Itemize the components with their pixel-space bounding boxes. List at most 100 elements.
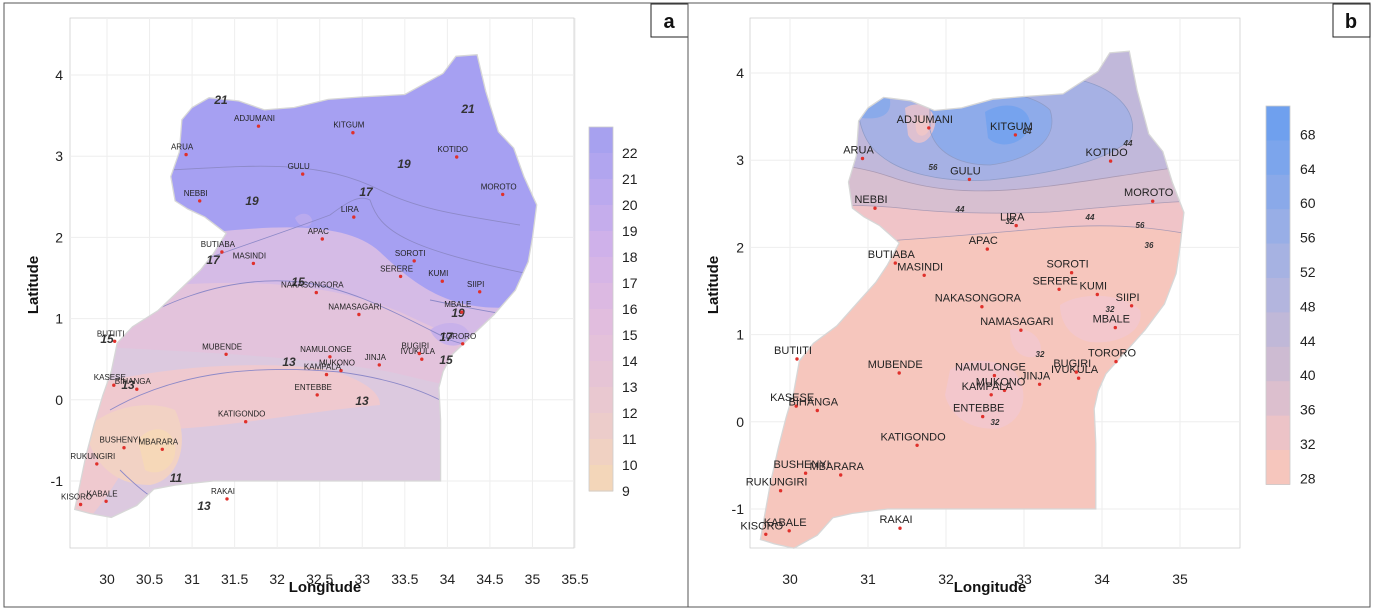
colorbar-label: 9 xyxy=(622,483,630,499)
city-label: KISORO xyxy=(740,520,783,532)
city-marker xyxy=(95,462,99,466)
panel-b-uganda-border xyxy=(759,50,1185,549)
city-label: NAKASONGORA xyxy=(935,293,1022,305)
city-marker xyxy=(113,339,117,343)
city-marker xyxy=(339,368,343,373)
colorbar-swatch xyxy=(589,257,613,284)
city-marker xyxy=(1108,159,1113,163)
colorbar-label: 56 xyxy=(1300,230,1316,246)
colorbar-swatch xyxy=(589,283,613,310)
city-marker xyxy=(314,290,318,295)
contour-label: 15 xyxy=(100,332,114,346)
city-label: JINJA xyxy=(1021,370,1051,382)
city-marker xyxy=(1069,271,1074,275)
panel-a-cities: ARUA ADJUMANI KITGUM KOTIDO GULU NEBBI APAC LIR… xyxy=(61,114,517,507)
contour-label: 32 xyxy=(1106,305,1115,314)
city-label: KABALE xyxy=(764,517,807,529)
contour-label: 13 xyxy=(282,355,296,369)
contour-label: 15 xyxy=(439,353,453,367)
colorbar-swatch xyxy=(589,153,613,180)
city-label: MOROTO xyxy=(1124,187,1174,199)
colorbar-swatch xyxy=(589,335,613,362)
panel-b-contour-labels: 64 44 56 44 44 56 32 36 32 32 32 xyxy=(929,127,1154,427)
city-marker xyxy=(320,237,324,241)
city-marker xyxy=(1002,388,1007,393)
city-label: KOTIDO xyxy=(437,145,468,154)
city-marker xyxy=(778,489,783,493)
panel-a-x-axis-label: Longitude xyxy=(289,579,361,596)
city-marker xyxy=(893,261,897,265)
city-marker xyxy=(1151,199,1155,203)
city-marker xyxy=(315,393,319,397)
city-marker xyxy=(112,383,116,387)
city-label: KATIGONDO xyxy=(218,410,265,419)
panel-a-colorbar: 22 21 20 19 18 17 16 15 14 13 12 11 10 9 xyxy=(588,126,638,499)
contour-label: 32 xyxy=(1036,350,1045,359)
city-marker xyxy=(256,124,261,128)
city-label: KAMPALA xyxy=(304,363,342,372)
city-label: NAMULONGE xyxy=(955,362,1026,374)
colorbar-swatch xyxy=(1266,209,1290,245)
city-marker xyxy=(244,420,248,424)
contour-label: 32 xyxy=(1006,217,1015,226)
y-tick-label: 3 xyxy=(55,148,63,164)
city-marker xyxy=(967,177,972,182)
city-label: SERERE xyxy=(1032,275,1077,287)
colorbar-swatch xyxy=(589,439,613,466)
city-marker xyxy=(1129,304,1134,308)
x-tick-label: 35.5 xyxy=(561,571,588,587)
colorbar-border xyxy=(1265,105,1291,485)
city-marker xyxy=(1013,133,1018,137)
city-marker xyxy=(1114,359,1118,364)
city-marker xyxy=(992,373,997,378)
city-marker xyxy=(455,155,459,159)
city-label: MBALE xyxy=(1093,314,1130,326)
colorbar-swatch xyxy=(1266,243,1290,279)
city-marker xyxy=(981,414,985,419)
panel-b-colorbar: 68 64 60 56 52 48 44 40 36 32 28 xyxy=(1265,105,1316,486)
city-label: KUMI xyxy=(1080,281,1108,293)
city-label: NAKASONGORA xyxy=(281,281,344,290)
city-label: MBARARA xyxy=(139,437,179,446)
city-label: BUTIABA xyxy=(868,249,916,261)
city-marker xyxy=(78,502,83,507)
city-label: KATIGONDO xyxy=(880,431,946,443)
city-marker xyxy=(1074,370,1079,374)
city-marker xyxy=(501,192,505,197)
contour-label: 36 xyxy=(1145,241,1154,250)
city-label: NAMASAGARI xyxy=(328,303,381,312)
city-marker xyxy=(104,499,108,503)
city-marker xyxy=(1014,223,1018,228)
city-label: MUKONO xyxy=(319,359,355,368)
contour-label: 32 xyxy=(991,418,1000,427)
city-marker xyxy=(764,532,768,536)
contour-label: 19 xyxy=(397,157,411,171)
colorbar-label: 40 xyxy=(1300,367,1316,383)
x-tick-label: 33 xyxy=(1016,571,1032,587)
city-marker xyxy=(351,131,355,135)
city-label: APAC xyxy=(969,235,998,247)
city-marker xyxy=(989,393,993,397)
colorbar-swatch xyxy=(589,413,613,440)
y-tick-label: 3 xyxy=(736,152,744,168)
y-tick-label: 1 xyxy=(736,327,744,343)
city-label: NAMULONGE xyxy=(300,345,352,354)
y-tick-label: -1 xyxy=(732,501,745,517)
city-label: MBALE xyxy=(444,300,471,309)
city-marker xyxy=(417,351,421,356)
contour-label: 19 xyxy=(451,306,465,320)
x-tick-label: 31.5 xyxy=(221,571,248,587)
x-tick-label: 33.5 xyxy=(391,571,418,587)
city-marker xyxy=(225,497,229,501)
city-label: SERERE xyxy=(380,264,413,273)
contour-label: 13 xyxy=(197,499,211,513)
city-label: KASESE xyxy=(94,373,126,382)
colorbar-label: 28 xyxy=(1300,470,1316,486)
city-label: KISORO xyxy=(61,493,92,502)
colorbar-label: 18 xyxy=(622,249,638,265)
city-marker xyxy=(985,247,989,251)
panel-b-tag-box xyxy=(1332,3,1371,38)
city-label: BUTIABA xyxy=(201,240,236,249)
